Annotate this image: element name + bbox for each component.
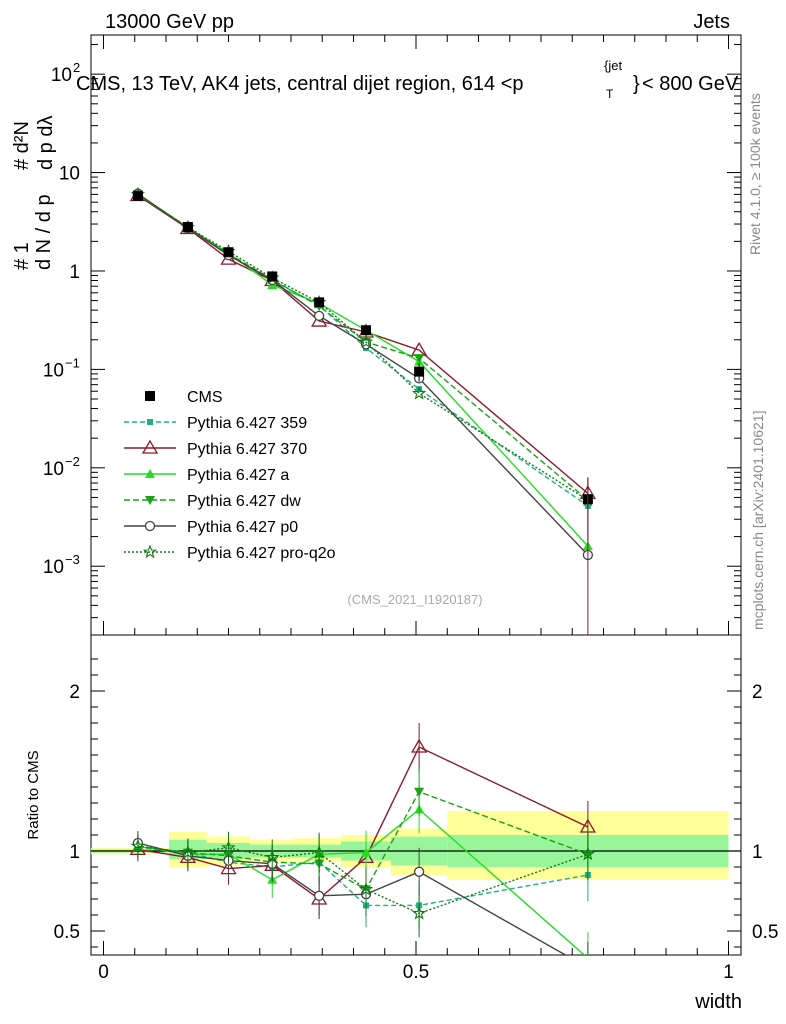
- series-point-0: [416, 386, 423, 393]
- ylabel-top: # 1: [11, 242, 33, 270]
- ratio-plot-area: [91, 723, 741, 972]
- data-point: [132, 190, 143, 201]
- series-line-3: [137, 193, 589, 501]
- ratio-point-1: [410, 738, 428, 753]
- ylabel-den: d p dλ: [35, 116, 57, 170]
- legend-label: Pythia 6.427 pro-q2o: [187, 545, 336, 562]
- legend-marker: [147, 419, 153, 425]
- ratio-ytick-label: 2: [69, 682, 80, 703]
- jets-label: Jets: [693, 11, 730, 33]
- ratio-point-5: [221, 840, 236, 854]
- ratio-ytick-label: 0.5: [54, 922, 80, 943]
- ratio-line-4: [137, 842, 567, 955]
- ratio-point-2: [361, 847, 371, 857]
- ylabel-mid: d N / d p: [33, 194, 55, 270]
- legend-label: Pythia 6.427 a: [187, 467, 289, 484]
- legend-entry: Pythia 6.427 pro-q2o: [124, 544, 336, 562]
- legend: CMS Pythia 6.427 359 Pythia 6.427 370 Pythi…: [124, 389, 336, 562]
- ratio-point-4: [413, 866, 425, 877]
- legend-label: Pythia 6.427 dw: [187, 493, 301, 510]
- legend-marker: [144, 520, 156, 532]
- ratio-point-5: [180, 844, 196, 859]
- main-ytick-label: 10: [43, 459, 64, 480]
- legend-entry: Pythia 6.427 a: [124, 467, 289, 484]
- legend-entry: Pythia 6.427 359: [124, 415, 307, 432]
- ratio-ytick-label-right: 0.5: [752, 922, 778, 943]
- legend-entry: Pythia 6.427 dw: [124, 493, 301, 510]
- ratio-point-5: [130, 838, 146, 853]
- legend-entry: CMS: [145, 389, 223, 406]
- ratio-ytick-label: 1: [69, 842, 80, 863]
- series-point-5: [358, 334, 374, 349]
- legend-label: Pythia 6.427 370: [187, 441, 307, 458]
- main-ytick-label: 1: [69, 262, 80, 283]
- rivet-label: Rivet 4.1.0, ≥ 100k events: [747, 93, 763, 255]
- ratio-point-3: [414, 787, 425, 797]
- ratio-line-1: [137, 746, 589, 900]
- data-point: [267, 271, 278, 282]
- main-ytick-label: 10: [59, 164, 80, 185]
- data-point: [223, 247, 234, 258]
- legend-marker: [145, 391, 155, 401]
- ratio-xtick-label: 1: [723, 962, 734, 983]
- main-ytick-exponent: −3: [65, 552, 80, 567]
- series-line-4: [137, 193, 589, 556]
- series-point-1: [310, 312, 328, 327]
- title-main: CMS, 13 TeV, AK4 jets, central dijet reg…: [76, 73, 524, 95]
- main-ylabel: # 1 d N / d p # d²N d p dλ: [11, 116, 57, 270]
- title-mid: }: [633, 73, 640, 95]
- ratio-line-2: [137, 808, 586, 955]
- data-point: [182, 221, 193, 232]
- ratio-point-5: [411, 905, 427, 920]
- legend-label: Pythia 6.427 p0: [187, 519, 298, 536]
- legend-marker: [145, 469, 155, 478]
- data-point: [414, 366, 425, 377]
- title-tail: < 800 GeV: [642, 73, 739, 95]
- ratio-line-5: [137, 845, 589, 915]
- ratio-point-5: [580, 846, 596, 861]
- energy-label: 13000 GeV pp: [105, 11, 234, 33]
- mcplots-label: mcplots.cern.ch [arXiv:2401.10621]: [750, 411, 766, 630]
- ratio-point-5: [358, 881, 374, 896]
- legend-marker: [141, 439, 159, 454]
- ratio-line-3: [137, 790, 589, 891]
- ratio-point-5: [264, 849, 280, 864]
- legend-label: Pythia 6.427 359: [187, 415, 307, 432]
- legend-entry: Pythia 6.427 370: [124, 439, 307, 458]
- data-point: [314, 297, 325, 308]
- ratio-panel: 0.5 0.5 1 1 2 2 0 0.5 1: [54, 658, 778, 983]
- main-ytick-label: 10: [43, 557, 64, 578]
- main-ytick-exponent: 2: [73, 60, 80, 75]
- ratio-point-4: [313, 890, 325, 901]
- ratio-point-5: [311, 844, 327, 859]
- series-point-4: [313, 310, 325, 322]
- series-point-5: [411, 385, 427, 400]
- title-sup: {jet: [604, 58, 622, 73]
- legend-marker: [145, 496, 155, 505]
- main-ytick-exponent: −1: [65, 355, 80, 370]
- title-sub: T: [606, 87, 614, 101]
- ratio-xtick-label: 0: [98, 962, 109, 983]
- main-ytick-label: 10: [51, 65, 72, 86]
- legend-label: CMS: [187, 389, 223, 406]
- chart-title: CMS, 13 TeV, AK4 jets, central dijet reg…: [76, 58, 739, 101]
- ylabel-frac: # d²N: [11, 121, 33, 170]
- ratio-ytick-label-right: 2: [752, 682, 763, 703]
- legend-entry: Pythia 6.427 p0: [124, 519, 298, 536]
- ratio-point-4: [583, 963, 592, 972]
- data-point: [361, 325, 371, 336]
- ratio-frame: [90, 634, 742, 956]
- analysis-watermark: (CMS_2021_I1920187): [347, 592, 482, 607]
- ratio-ytick-label-right: 1: [752, 842, 763, 863]
- legend-marker: [142, 544, 158, 559]
- main-ytick-label: 10: [43, 360, 64, 381]
- x-axis-label: width: [694, 991, 742, 1013]
- series-point-3: [414, 354, 425, 364]
- ratio-ylabel: Ratio to CMS: [25, 750, 42, 839]
- ratio-xtick-label: 0.5: [403, 962, 429, 983]
- series-line-5: [137, 193, 589, 501]
- main-ytick-exponent: −2: [65, 454, 80, 469]
